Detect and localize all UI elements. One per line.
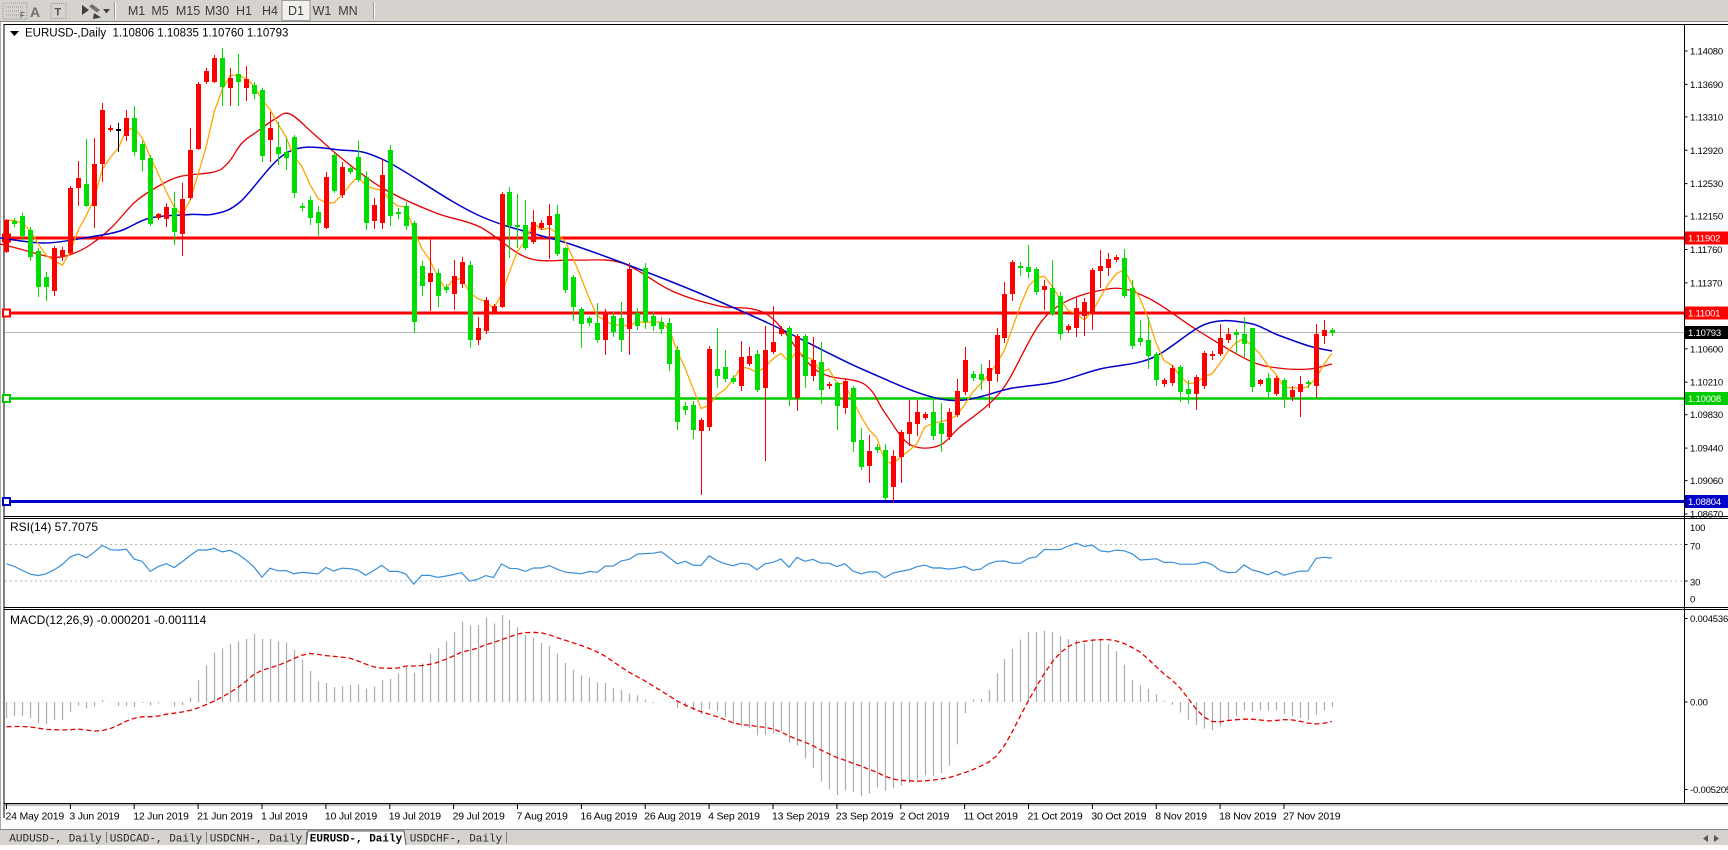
- svg-text:7 Aug 2019: 7 Aug 2019: [517, 811, 568, 823]
- svg-text:10 Jul 2019: 10 Jul 2019: [325, 811, 377, 823]
- svg-text:1.12150: 1.12150: [1690, 212, 1723, 223]
- svg-text:-0.005205: -0.005205: [1690, 785, 1728, 796]
- svg-text:11 Oct 2019: 11 Oct 2019: [964, 811, 1019, 823]
- svg-text:13 Sep 2019: 13 Sep 2019: [772, 811, 830, 823]
- svg-text:1.12920: 1.12920: [1690, 146, 1723, 157]
- svg-text:24 May 2019: 24 May 2019: [6, 811, 65, 823]
- svg-text:M30: M30: [205, 4, 229, 18]
- svg-text:0: 0: [1690, 595, 1695, 606]
- svg-text:H4: H4: [262, 4, 278, 18]
- svg-text:19 Jul 2019: 19 Jul 2019: [389, 811, 441, 823]
- svg-text:2 Oct 2019: 2 Oct 2019: [900, 811, 950, 823]
- svg-text:23 Sep 2019: 23 Sep 2019: [836, 811, 894, 823]
- svg-text:21 Jun 2019: 21 Jun 2019: [197, 811, 253, 823]
- svg-text:T: T: [55, 7, 62, 19]
- svg-text:M5: M5: [151, 4, 168, 18]
- svg-text:1.11370: 1.11370: [1690, 278, 1722, 289]
- svg-text:EURUSD-, Daily: EURUSD-, Daily: [310, 834, 403, 846]
- svg-text:1.10793: 1.10793: [1688, 328, 1721, 339]
- svg-text:3 Jun 2019: 3 Jun 2019: [69, 811, 119, 823]
- svg-text:12 Jun 2019: 12 Jun 2019: [133, 811, 189, 823]
- svg-text:1.11760: 1.11760: [1690, 245, 1722, 256]
- svg-text:27 Nov 2019: 27 Nov 2019: [1283, 811, 1341, 823]
- svg-text:USDCNH-, Daily: USDCNH-, Daily: [210, 834, 303, 846]
- svg-text:1.10600: 1.10600: [1690, 344, 1723, 355]
- svg-text:1.09830: 1.09830: [1690, 410, 1723, 421]
- svg-text:1.13310: 1.13310: [1690, 112, 1723, 123]
- svg-text:M15: M15: [176, 4, 200, 18]
- svg-text:1.10210: 1.10210: [1690, 378, 1723, 389]
- svg-text:100: 100: [1690, 523, 1705, 534]
- svg-text:M1: M1: [128, 4, 145, 18]
- svg-text:0.00: 0.00: [1690, 698, 1708, 709]
- svg-text:MACD(12,26,9) -0.000201 -0.001: MACD(12,26,9) -0.000201 -0.001114: [10, 613, 207, 627]
- svg-text:1.12530: 1.12530: [1690, 179, 1723, 190]
- svg-text:4 Sep 2019: 4 Sep 2019: [708, 811, 760, 823]
- svg-text:RSI(14) 57.7075: RSI(14) 57.7075: [10, 520, 98, 534]
- svg-text:8 Nov 2019: 8 Nov 2019: [1155, 811, 1207, 823]
- svg-text:USDCHF-, Daily: USDCHF-, Daily: [410, 834, 503, 846]
- svg-text:1.09060: 1.09060: [1690, 476, 1723, 487]
- svg-text:1.14080: 1.14080: [1690, 47, 1723, 58]
- svg-text:18 Nov 2019: 18 Nov 2019: [1219, 811, 1277, 823]
- svg-text:1 Jul 2019: 1 Jul 2019: [261, 811, 308, 823]
- svg-text:1.08670: 1.08670: [1690, 510, 1723, 521]
- svg-text:26 Aug 2019: 26 Aug 2019: [644, 811, 701, 823]
- svg-text:21 Oct 2019: 21 Oct 2019: [1028, 811, 1083, 823]
- svg-text:1.08804: 1.08804: [1688, 497, 1721, 508]
- svg-text:70: 70: [1690, 542, 1700, 553]
- svg-text:MN: MN: [338, 4, 357, 18]
- svg-text:W1: W1: [313, 4, 332, 18]
- svg-text:USDCAD-, Daily: USDCAD-, Daily: [110, 834, 203, 846]
- svg-text:1.11001: 1.11001: [1688, 309, 1720, 320]
- svg-text:F: F: [20, 11, 25, 20]
- svg-text:30 Oct 2019: 30 Oct 2019: [1091, 811, 1146, 823]
- svg-text:30: 30: [1690, 578, 1700, 589]
- svg-text:H1: H1: [236, 4, 252, 18]
- svg-text:29 Jul 2019: 29 Jul 2019: [453, 811, 505, 823]
- svg-text:AUDUSD-, Daily: AUDUSD-, Daily: [9, 834, 102, 846]
- svg-text:16 Aug 2019: 16 Aug 2019: [580, 811, 637, 823]
- svg-text:1.13690: 1.13690: [1690, 80, 1723, 91]
- svg-text:D1: D1: [288, 4, 304, 18]
- svg-text:1.10008: 1.10008: [1688, 394, 1721, 405]
- svg-text:A: A: [30, 4, 40, 20]
- svg-text:1.11902: 1.11902: [1688, 234, 1720, 245]
- svg-text:1.09440: 1.09440: [1690, 444, 1723, 455]
- svg-text:0.004536: 0.004536: [1690, 614, 1728, 625]
- svg-text:EURUSD-,Daily 1.10806 1.10835: EURUSD-,Daily 1.10806 1.10835 1.10760 1.…: [25, 28, 288, 40]
